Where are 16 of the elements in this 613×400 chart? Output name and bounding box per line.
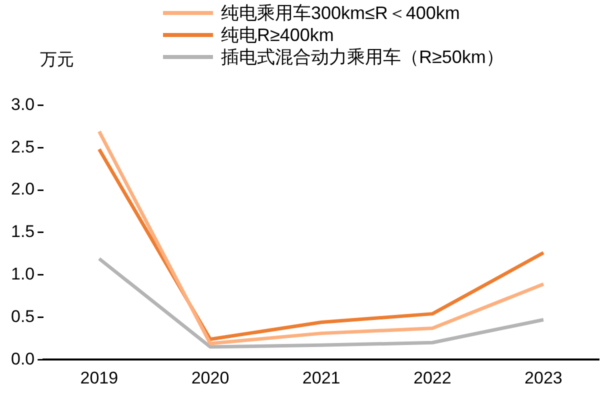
y-tick-label: 1.0 bbox=[10, 264, 35, 284]
y-axis-title: 万元 bbox=[40, 49, 74, 71]
y-tick-label: 0.5 bbox=[10, 306, 35, 326]
legend-label: 纯电R≥400km bbox=[221, 24, 334, 46]
x-tick-label: 2019 bbox=[80, 368, 118, 388]
y-tick-label: 3.0 bbox=[10, 94, 35, 114]
x-tick-label: 2021 bbox=[302, 368, 340, 388]
y-tick-label: 0.0 bbox=[10, 349, 35, 368]
y-tick-label: 2.5 bbox=[10, 137, 35, 156]
y-tick-label: 1.5 bbox=[10, 222, 35, 242]
y-tick-label: 2.0 bbox=[10, 180, 35, 199]
legend-label: 插电式混合动力乘用车（R≥50km） bbox=[221, 46, 504, 68]
legend-label: 纯电乘用车300km≤R＜400km bbox=[221, 2, 460, 24]
x-tick-label: 2022 bbox=[413, 368, 452, 388]
x-tick-label: 2023 bbox=[524, 368, 562, 388]
x-tick-label: 2020 bbox=[191, 368, 230, 388]
